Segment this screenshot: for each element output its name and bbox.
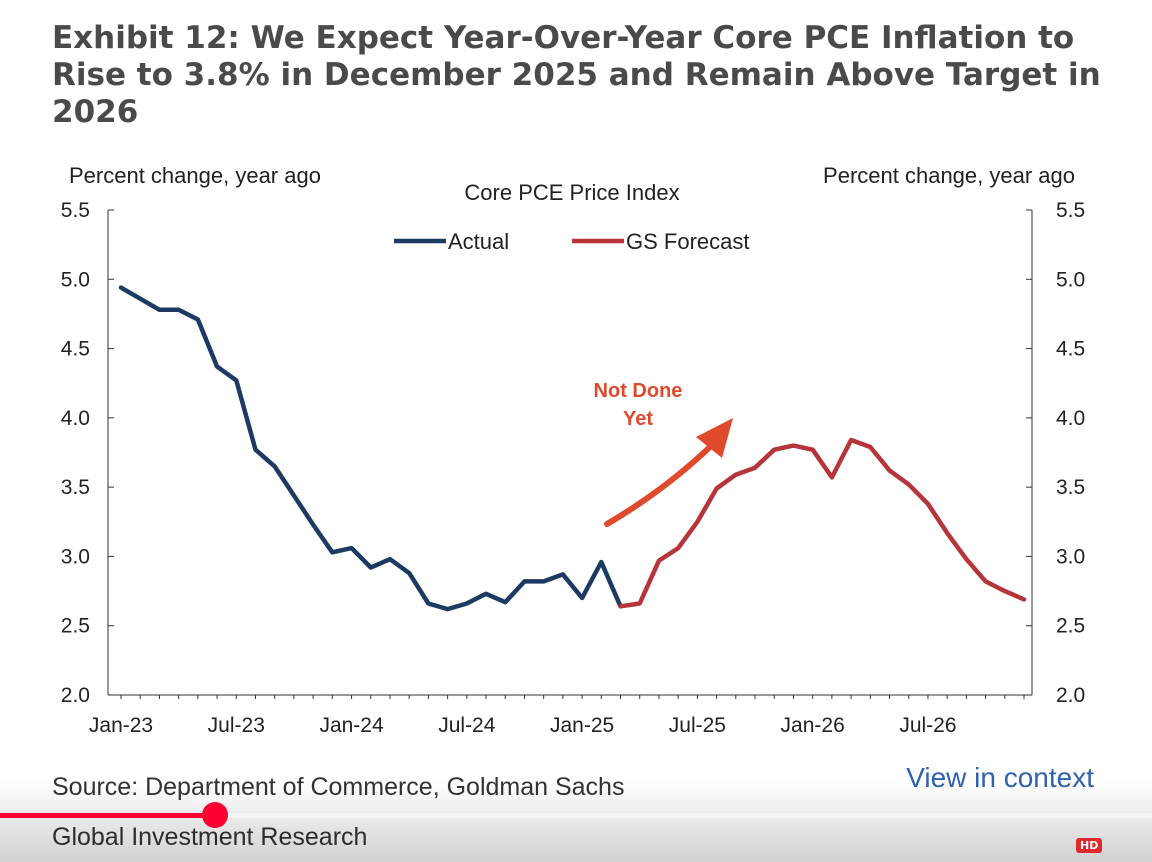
chart-axes: 2.0 2.0 2.5 2.5 3.0 3.0 3.5 3.5 4.0 4.0 4.5 4.5 5.0 5… [61,163,1085,737]
legend-label: GS Forecast [626,229,749,254]
legend-label: Actual [448,229,509,254]
video-progress-fill [0,813,215,818]
exhibit-title: Exhibit 12: We Expect Year-Over-Year Cor… [52,20,1101,130]
y-tick-label-left: 2.0 [61,684,90,707]
video-progress-knob[interactable] [202,802,228,828]
y-tick-label-right: 4.5 [1056,338,1085,361]
chart-series [118,285,1027,612]
x-tick-label: Jul-25 [669,714,726,737]
y-tick-label-left: 5.0 [61,268,90,291]
y-tick-label-right: 5.0 [1056,268,1085,291]
annotation-text-line2: Yet [623,408,653,430]
y-tick-label-right: 2.5 [1056,615,1085,638]
y-tick-label-left: 4.0 [61,407,90,430]
annotation-arrow-head [696,418,733,458]
x-tick-label: Jan-26 [781,714,845,737]
x-tick-label: Jan-24 [319,714,384,737]
video-progress-track[interactable] [0,813,1152,818]
line-chart: 2.0 2.0 2.5 2.5 3.0 3.0 3.5 3.5 4.0 4.0 4.5 4.5 5.0 5… [61,163,1085,737]
series-line-actual [118,285,623,612]
annotation-text-line1: Not Done [594,380,683,402]
y-tick-label-right: 5.5 [1056,199,1085,222]
hd-badge: HD [1076,838,1103,853]
y-tick-label-left: 3.0 [61,545,90,568]
y-tick-label-right: 3.5 [1056,476,1085,499]
left-axis-title: Percent change, year ago [69,163,321,188]
y-tick-label-left: 2.5 [61,615,90,638]
y-tick-label-left: 5.5 [61,199,90,222]
y-tick-label-right: 3.0 [1056,545,1085,568]
y-tick-label-left: 3.5 [61,476,90,499]
x-tick-label: Jul-23 [208,714,265,737]
view-in-context-link[interactable]: View in context [906,762,1094,793]
chart-title: Core PCE Price Index [464,180,679,205]
y-tick-label-right: 2.0 [1056,684,1085,707]
right-axis-title: Percent change, year ago [823,163,1075,188]
source-note: Source: Department of Commerce, Goldman … [52,773,625,851]
chart-annotation: Not Done Yet [594,380,733,527]
x-tick-label: Jul-24 [438,714,496,737]
series-line-gs-forecast [618,437,1027,609]
y-tick-label-left: 4.5 [61,338,90,361]
chart-legend: Actual GS Forecast [394,229,749,254]
y-tick-label-right: 4.0 [1056,407,1085,430]
x-tick-label: Jan-25 [550,714,614,737]
annotation-arrow-shaft [604,442,715,527]
x-tick-label: Jan-23 [89,714,153,737]
x-tick-label: Jul-26 [899,714,956,737]
